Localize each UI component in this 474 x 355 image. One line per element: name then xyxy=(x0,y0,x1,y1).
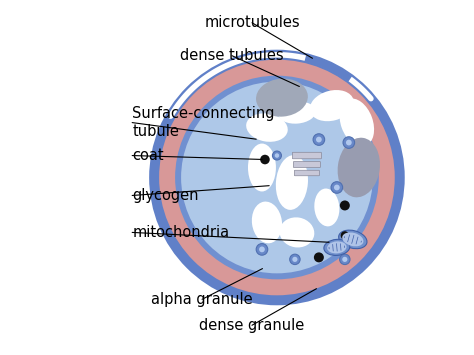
Circle shape xyxy=(341,231,349,240)
Circle shape xyxy=(259,246,265,252)
Circle shape xyxy=(340,254,350,264)
Ellipse shape xyxy=(181,82,373,273)
Text: Surface-connecting
tubule: Surface-connecting tubule xyxy=(132,106,274,139)
Circle shape xyxy=(316,137,322,142)
Text: mitochondria: mitochondria xyxy=(132,225,229,240)
Text: alpha granule: alpha granule xyxy=(151,292,253,307)
Circle shape xyxy=(331,182,343,193)
Ellipse shape xyxy=(339,98,374,147)
Ellipse shape xyxy=(342,233,364,246)
Text: microtubules: microtubules xyxy=(204,15,300,30)
Text: coat: coat xyxy=(132,148,164,163)
FancyBboxPatch shape xyxy=(294,170,319,176)
Text: dense granule: dense granule xyxy=(200,318,305,333)
Circle shape xyxy=(273,151,282,160)
Text: glycogen: glycogen xyxy=(132,188,199,203)
Ellipse shape xyxy=(324,239,350,256)
Ellipse shape xyxy=(310,90,354,121)
Ellipse shape xyxy=(175,76,379,279)
Circle shape xyxy=(313,134,325,145)
Circle shape xyxy=(314,252,324,262)
Ellipse shape xyxy=(276,155,308,210)
Ellipse shape xyxy=(159,60,395,295)
Circle shape xyxy=(256,244,268,255)
Circle shape xyxy=(292,257,298,262)
Circle shape xyxy=(275,153,279,158)
Ellipse shape xyxy=(280,217,314,247)
Ellipse shape xyxy=(278,102,316,124)
Ellipse shape xyxy=(314,189,339,226)
FancyBboxPatch shape xyxy=(293,162,320,168)
Circle shape xyxy=(334,185,340,190)
Ellipse shape xyxy=(256,78,308,117)
FancyBboxPatch shape xyxy=(292,152,321,159)
Ellipse shape xyxy=(252,202,282,243)
Ellipse shape xyxy=(327,241,346,253)
Ellipse shape xyxy=(149,50,405,305)
Ellipse shape xyxy=(338,230,367,249)
Circle shape xyxy=(342,257,347,262)
Circle shape xyxy=(346,140,352,146)
Circle shape xyxy=(340,201,350,211)
Ellipse shape xyxy=(246,113,288,142)
Ellipse shape xyxy=(248,143,276,191)
Circle shape xyxy=(260,155,270,164)
Text: dense tubules: dense tubules xyxy=(180,48,284,63)
Circle shape xyxy=(290,254,300,264)
Ellipse shape xyxy=(337,138,380,197)
Circle shape xyxy=(343,137,355,148)
